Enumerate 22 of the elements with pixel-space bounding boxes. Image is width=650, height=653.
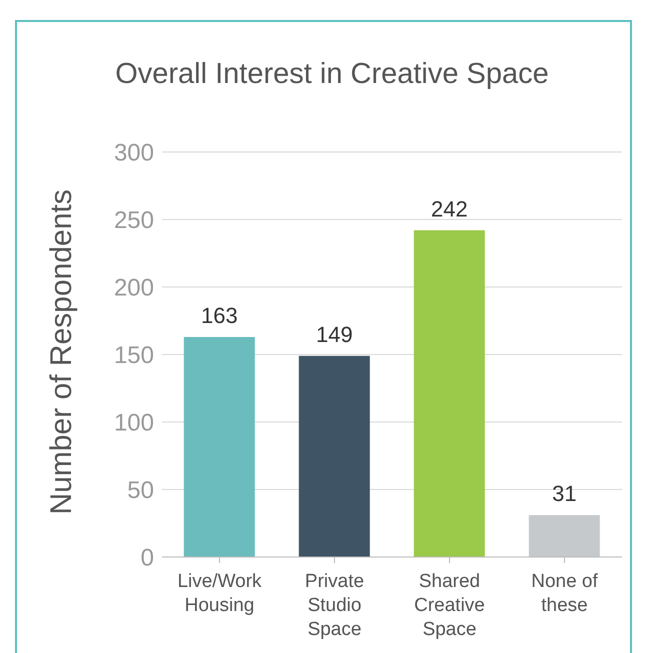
bar: [298, 356, 370, 557]
y-axis-title: Number of Respondents: [45, 189, 79, 515]
bar: [414, 230, 485, 557]
y-tick-label: 150: [114, 342, 154, 370]
y-tick-label: 50: [127, 477, 154, 504]
y-tick-label: 0: [140, 544, 154, 572]
x-tick-label: Shared Creative Space: [414, 571, 485, 640]
bar: [184, 336, 255, 557]
chart-frame: Overall Interest in Creative Space Number of Respondents Live/Work Housing Private Studio Space Shared Creative Space None of these 0 50 100 150 200 250 300 163 149 242 31: [15, 20, 632, 653]
y-tick-label: 300: [114, 140, 154, 167]
data-label: 163: [200, 302, 238, 328]
y-tick-label: 200: [114, 274, 154, 302]
chart-title: Overall Interest in Creative Space: [114, 57, 550, 92]
y-tick-label: 250: [114, 207, 154, 234]
x-tick-label: Private Studio Space: [304, 571, 364, 640]
data-label: 31: [552, 481, 577, 506]
x-tick-label: Live/Work Housing: [177, 571, 262, 616]
x-tick-label: None of these: [531, 571, 598, 616]
y-tick-label: 100: [114, 410, 154, 437]
data-label: 149: [316, 322, 353, 347]
data-label: 242: [430, 196, 468, 222]
bar: [528, 515, 600, 557]
